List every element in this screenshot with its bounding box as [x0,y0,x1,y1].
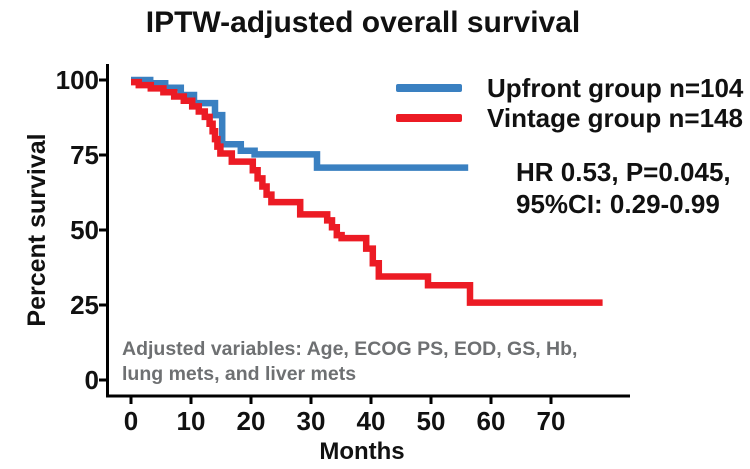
x-tick-label: 20 [236,406,266,436]
legend-label-upfront: Upfront group n=104 [487,73,744,103]
y-tick-label: 0 [84,365,99,395]
x-tick-label: 30 [296,406,326,436]
hr-annotation-line2: 95%CI: 0.29-0.99 [516,189,720,219]
y-tick-label: 25 [70,290,99,320]
x-tick-label: 0 [123,406,139,436]
legend-label-vintage: Vintage group n=148 [487,103,743,133]
x-tick-label: 10 [176,406,206,436]
adjusted-variables-note: Adjusted variables: Age, ECOG PS, EOD, G… [122,337,577,387]
legend-swatch-upfront [396,84,462,92]
adjusted-variables-line1: Adjusted variables: Age, ECOG PS, EOD, G… [122,338,578,360]
adjusted-variables-line2: lung mets, and liver mets [122,363,357,385]
hr-annotation-line1: HR 0.53, P=0.045, [516,157,731,187]
kaplan-meier-curves [131,76,603,306]
y-tick-label: 50 [70,215,99,245]
y-tick-label: 75 [70,140,99,170]
x-axis-label: Months [319,438,405,465]
x-tick-label: 70 [536,406,566,436]
chart-title: IPTW-adjusted overall survival [145,6,581,39]
kaplan-meier-curve-vintage [131,78,603,306]
legend-swatch-vintage [396,114,462,122]
x-tick-label: 60 [476,406,506,436]
hr-annotation: HR 0.53, P=0.045, 95%CI: 0.29-0.99 [516,156,731,220]
x-tick-label: 50 [416,406,446,436]
y-tick-label: 100 [55,65,99,95]
kaplan-meier-curve-upfront [131,76,469,171]
x-tick-label: 40 [356,406,386,436]
axes [99,64,630,404]
